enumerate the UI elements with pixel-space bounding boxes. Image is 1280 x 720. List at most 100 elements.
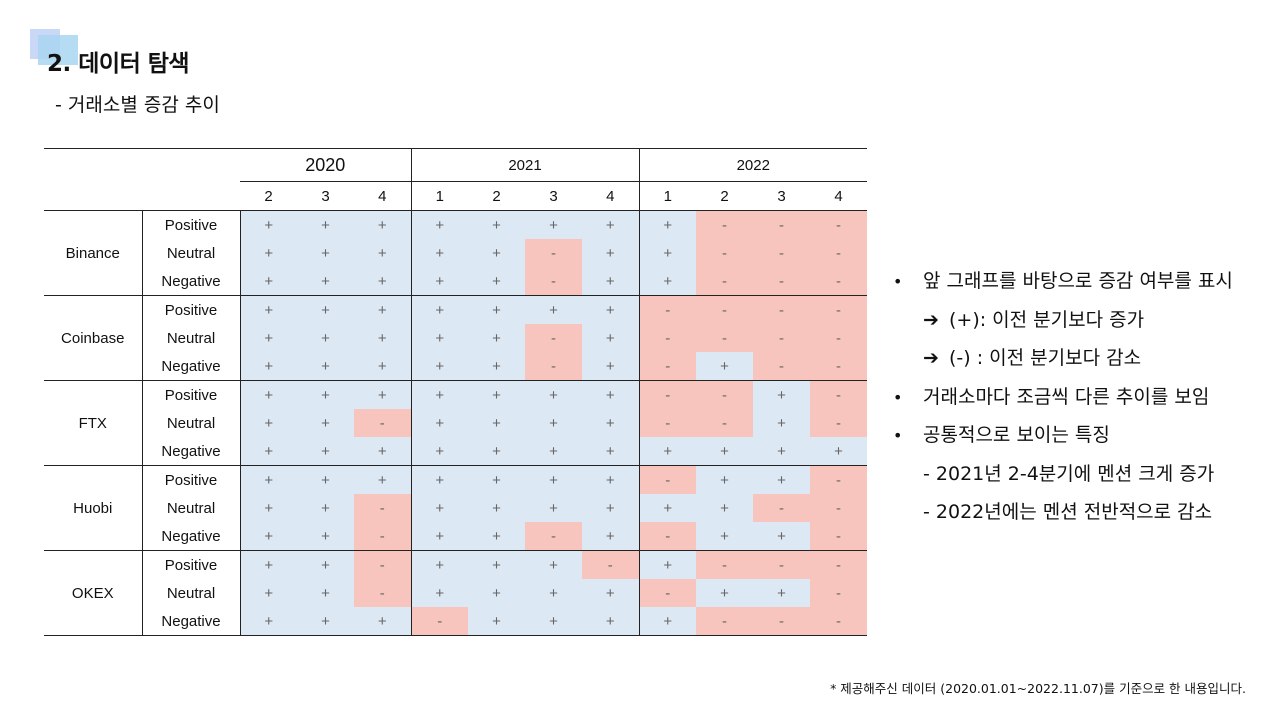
change-cell: +	[239, 210, 297, 239]
change-cell: +	[239, 579, 297, 607]
change-cell: +	[525, 295, 582, 324]
change-cell: +	[525, 409, 582, 437]
change-cell: +	[239, 267, 297, 296]
change-cell: -	[753, 352, 810, 381]
folder-logo-icon	[30, 29, 78, 65]
change-cell: +	[753, 380, 810, 409]
change-cell: -	[638, 522, 696, 551]
sentiment-label: Neutral	[141, 494, 240, 522]
slide-title: 2. 데이터 탐색	[47, 51, 190, 77]
change-cell: +	[468, 607, 525, 636]
exchange-name: Coinbase	[44, 295, 142, 381]
change-cell: +	[239, 380, 297, 409]
change-cell: +	[410, 522, 468, 551]
change-cell: +	[410, 380, 468, 409]
sentiment-label: Positive	[141, 465, 240, 494]
sentiment-label: Negative	[141, 352, 240, 381]
change-cell: -	[810, 352, 867, 381]
note-subitem: - 2021년 2-4분기에 멘션 크게 증가	[893, 458, 1233, 497]
change-cell: -	[354, 550, 411, 579]
change-cell: +	[696, 494, 753, 522]
change-cell: +	[638, 437, 696, 466]
table-row: OKEX Positive + + - + + + - + - - -	[44, 550, 867, 636]
exchange-name: FTX	[44, 380, 142, 466]
year-header-2021: 2021	[410, 148, 639, 182]
change-cell: +	[297, 409, 354, 437]
quarter-header: 1	[410, 181, 468, 211]
sentiment-label: Negative	[141, 267, 240, 296]
table-row: Negative + + + + + + + + + + +	[44, 437, 867, 466]
change-cell: +	[753, 437, 810, 466]
change-cell: +	[354, 295, 411, 324]
slide-subtitle: - 거래소별 증감 추이	[55, 94, 220, 116]
change-cell: -	[525, 239, 582, 267]
note-text: 거래소마다 조금씩 다른 추이를 보임	[923, 385, 1210, 408]
sentiment-label: Neutral	[141, 324, 240, 352]
change-cell: -	[810, 409, 867, 437]
quarter-header: 2	[696, 181, 753, 211]
change-cell: +	[525, 607, 582, 636]
change-cell: +	[468, 267, 525, 296]
change-cell: +	[297, 494, 354, 522]
change-cell: +	[239, 550, 297, 579]
change-cell: +	[410, 409, 468, 437]
change-cell: -	[638, 409, 696, 437]
change-cell: -	[354, 494, 411, 522]
change-cell: +	[239, 352, 297, 381]
change-cell: -	[753, 324, 810, 352]
notes-list: • 앞 그래프를 바탕으로 증감 여부를 표시 ➔ (+): 이전 분기보다 증가 …	[893, 265, 1233, 535]
change-cell: -	[696, 380, 753, 409]
change-cell: -	[696, 324, 753, 352]
change-cell: +	[297, 465, 354, 494]
change-cell: +	[468, 324, 525, 352]
change-cell: -	[410, 607, 468, 636]
table-row: Negative + + + + + - + + - - -	[44, 267, 867, 296]
change-cell: +	[468, 380, 525, 409]
change-cell: +	[696, 579, 753, 607]
note-subitem: - 2022년에는 멘션 전반적으로 감소	[893, 496, 1233, 535]
bullet-icon: •	[893, 426, 903, 445]
change-cell: +	[582, 380, 639, 409]
table-row: Neutral + + - + + + + + + - -	[44, 494, 867, 522]
bullet-icon: •	[893, 387, 903, 407]
change-cell: +	[582, 494, 639, 522]
sentiment-label: Negative	[141, 437, 240, 466]
change-cell: +	[582, 295, 639, 324]
change-cell: +	[525, 210, 582, 239]
change-cell: +	[410, 239, 468, 267]
change-cell: +	[297, 239, 354, 267]
change-cell: +	[753, 579, 810, 607]
change-cell: +	[410, 579, 468, 607]
change-cell: +	[582, 210, 639, 239]
sentiment-label: Negative	[141, 607, 240, 636]
note-item: • 공통적으로 보이는 특징	[893, 419, 1233, 458]
change-cell: +	[239, 494, 297, 522]
change-cell: +	[468, 522, 525, 551]
change-cell: +	[410, 324, 468, 352]
change-cell: -	[810, 579, 867, 607]
change-cell: +	[410, 494, 468, 522]
change-cell: +	[468, 295, 525, 324]
note-text: - 2022년에는 멘션 전반적으로 감소	[923, 501, 1213, 523]
change-cell: -	[810, 239, 867, 267]
quarter-header: 1	[638, 181, 696, 211]
table-row: Negative + + + - + + + + - - -	[44, 607, 867, 636]
change-cell: +	[239, 607, 297, 636]
change-cell: -	[810, 380, 867, 409]
change-cell: -	[696, 607, 753, 636]
change-cell: -	[753, 494, 810, 522]
change-cell: +	[297, 380, 354, 409]
change-cell: +	[239, 465, 297, 494]
change-cell: -	[810, 210, 867, 239]
note-text: (-) : 이전 분기보다 감소	[949, 347, 1142, 369]
change-cell: +	[468, 494, 525, 522]
change-cell: +	[753, 465, 810, 494]
table-row: Neutral + + + + + - + + - - -	[44, 239, 867, 267]
exchange-name: Binance	[44, 210, 142, 296]
change-cell: +	[582, 352, 639, 381]
change-cell: +	[696, 465, 753, 494]
note-subitem: ➔ (-) : 이전 분기보다 감소	[893, 342, 1233, 381]
change-cell: +	[638, 210, 696, 239]
change-cell: +	[582, 607, 639, 636]
change-cell: +	[297, 267, 354, 296]
